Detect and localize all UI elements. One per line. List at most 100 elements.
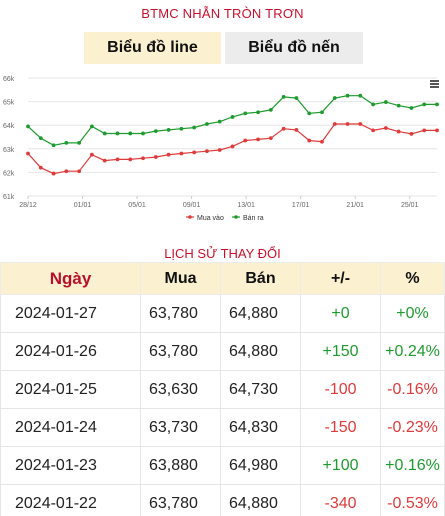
data-point: [422, 102, 427, 107]
data-point: [51, 143, 56, 148]
data-point: [435, 128, 439, 133]
data-point: [409, 132, 414, 136]
data-point: [141, 156, 145, 161]
data-point: [396, 129, 401, 134]
row-ban-price: 64,980: [220, 446, 301, 485]
row-ban-price: 64,730: [220, 370, 301, 409]
row-date: 2024-01-23: [0, 446, 141, 485]
table-row: 2024-01-25 63,630 64,730 -100 -0.16%: [0, 370, 445, 409]
row-date: 2024-01-22: [0, 484, 141, 516]
data-point: [153, 129, 158, 133]
x-tick-label: 21/01: [346, 202, 364, 209]
x-tick-label: 01/01: [74, 202, 92, 209]
header-mua: Mua: [140, 262, 221, 295]
data-point: [243, 111, 248, 116]
row-percent: -0.16%: [380, 370, 445, 409]
header-change: +/-: [300, 262, 381, 295]
row-date: 2024-01-25: [0, 370, 141, 409]
data-point: [179, 126, 184, 131]
data-point: [64, 141, 69, 145]
y-tick-label: 62k: [3, 170, 15, 177]
tab-candlestick-chart[interactable]: Biểu đồ nến: [225, 32, 363, 64]
row-mua-price: 63,780: [140, 484, 221, 516]
data-point: [358, 93, 363, 98]
table-row: 2024-01-24 63,730 64,830 -150 -0.23%: [0, 408, 445, 447]
data-point: [166, 128, 171, 132]
header-date: Ngày: [0, 262, 141, 295]
data-point: [217, 148, 222, 152]
row-change: -100: [300, 370, 381, 409]
row-mua-price: 63,730: [140, 408, 221, 447]
chart-menu-icon[interactable]: [430, 80, 439, 88]
data-point: [345, 122, 350, 126]
row-mua-price: 63,780: [140, 332, 221, 371]
row-percent: -0.23%: [380, 408, 445, 447]
row-ban-price: 64,880: [220, 484, 301, 516]
data-point: [115, 131, 120, 136]
table-row: 2024-01-27 63,780 64,880 +0 +0%: [0, 294, 445, 333]
legend-label: Mua vào: [197, 215, 224, 222]
data-point: [153, 155, 158, 159]
legend-label: Bán ra: [243, 215, 264, 222]
data-point: [320, 110, 324, 115]
legend-marker: [234, 215, 238, 219]
x-tick-label: 17/01: [292, 202, 310, 209]
y-tick-label: 66k: [3, 76, 15, 83]
data-point: [409, 106, 414, 110]
data-point: [179, 151, 184, 156]
data-point: [77, 169, 82, 174]
header-percent: %: [380, 262, 445, 295]
table-row: 2024-01-22 63,780 64,880 -340 -0.53%: [0, 484, 445, 516]
data-point: [102, 158, 107, 163]
data-point: [26, 151, 30, 156]
data-point: [332, 96, 337, 100]
row-change: +150: [300, 332, 381, 371]
data-point: [307, 111, 312, 116]
data-point: [371, 128, 375, 133]
data-point: [268, 136, 273, 141]
data-point: [332, 122, 337, 126]
data-point: [345, 93, 350, 98]
data-point: [51, 171, 56, 176]
x-tick-label: 28/12: [19, 202, 37, 209]
table-header-row: Ngày Mua Bán +/- %: [0, 262, 445, 295]
data-point: [90, 152, 94, 157]
x-tick-label: 13/01: [237, 202, 255, 209]
tab-line-chart[interactable]: Biểu đồ line: [84, 32, 221, 64]
data-point: [230, 115, 235, 119]
data-point: [128, 131, 133, 136]
header-ban: Bán: [220, 262, 301, 295]
table-row: 2024-01-23 63,880 64,980 +100 +0.16%: [0, 446, 445, 485]
data-point: [166, 152, 171, 157]
row-mua-price: 63,630: [140, 370, 221, 409]
x-tick-label: 05/01: [128, 202, 146, 209]
row-ban-price: 64,880: [220, 294, 301, 333]
data-point: [371, 102, 375, 107]
data-point: [243, 138, 248, 143]
row-percent: +0.24%: [380, 332, 445, 371]
row-percent: +0.16%: [380, 446, 445, 485]
page-title: BTMC NHẪN TRÒN TRƠN: [141, 6, 304, 21]
legend-marker: [188, 215, 192, 219]
data-point: [281, 94, 286, 99]
data-point: [205, 149, 209, 154]
data-point: [422, 128, 427, 133]
data-point: [128, 157, 133, 162]
data-point: [294, 96, 299, 100]
y-tick-label: 64k: [3, 123, 15, 130]
data-point: [320, 139, 324, 144]
row-change: -340: [300, 484, 381, 516]
data-point: [268, 107, 273, 112]
data-point: [77, 141, 82, 145]
data-point: [192, 125, 197, 130]
data-point: [230, 144, 235, 149]
data-point: [102, 131, 107, 136]
x-tick-label: 09/01: [183, 202, 201, 209]
data-point: [38, 165, 43, 170]
data-point: [217, 119, 222, 124]
row-date: 2024-01-27: [0, 294, 141, 333]
data-point: [307, 138, 312, 143]
row-ban-price: 64,880: [220, 332, 301, 371]
data-point: [294, 128, 299, 132]
row-mua-price: 63,880: [140, 446, 221, 485]
